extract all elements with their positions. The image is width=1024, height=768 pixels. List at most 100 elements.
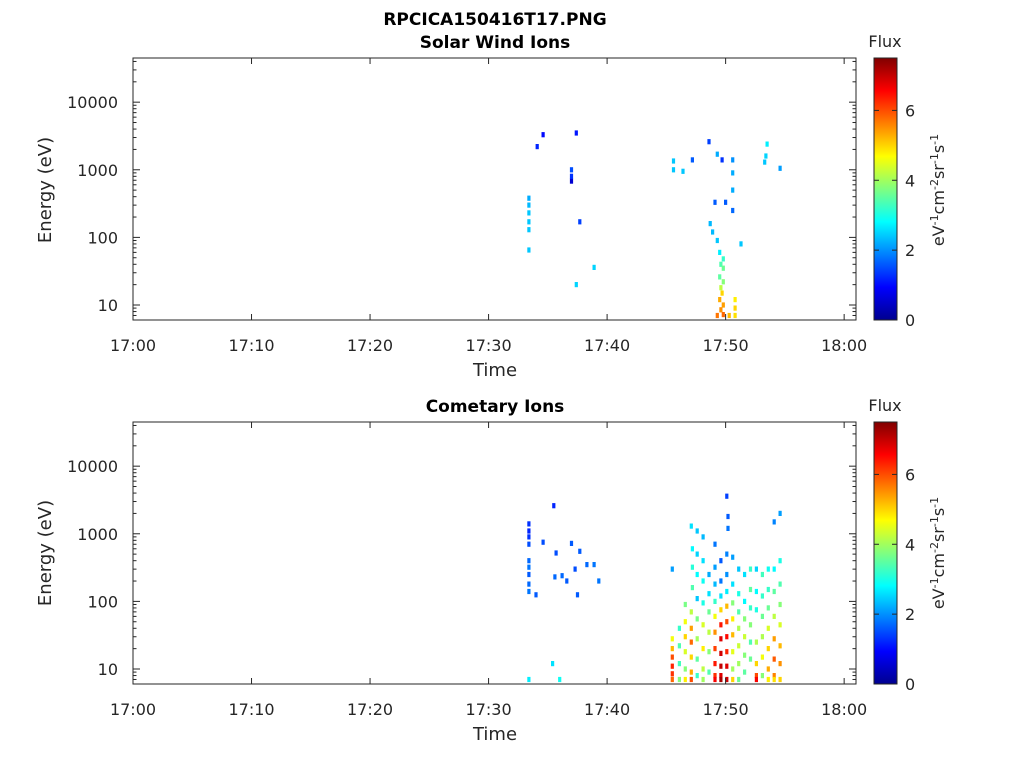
heatmap-cell — [565, 578, 569, 584]
heatmap-cell — [754, 676, 758, 683]
heatmap-cell — [683, 619, 687, 625]
heatmap-cell — [731, 666, 735, 672]
heatmap-cell — [760, 634, 764, 640]
heatmap-cell — [553, 574, 557, 580]
x-axis: 17:00 17:10 17:20 17:30 17:40 17:50 18:00 — [110, 422, 867, 719]
heatmap-cell — [760, 654, 764, 660]
heatmap-cell — [713, 661, 717, 667]
heatmap-cell — [541, 539, 545, 545]
heatmap-cell — [707, 669, 711, 675]
heatmap-cell — [748, 605, 753, 611]
x-tick-label: 17:40 — [584, 336, 630, 355]
heatmap-cell — [670, 671, 674, 677]
heatmap-cell — [597, 578, 601, 584]
heatmap-cell — [670, 654, 674, 660]
heatmap-cell — [731, 581, 735, 587]
colorbar-axis: 0 2 4 6 — [874, 465, 915, 694]
heatmap-cell — [683, 666, 687, 672]
heatmap-cell — [719, 673, 723, 679]
x-axis-label: Time — [472, 360, 517, 381]
heatmap-cell — [670, 636, 674, 642]
heatmap-cell — [719, 607, 723, 613]
heatmap-cell — [671, 158, 676, 164]
heatmap-cell — [719, 307, 723, 313]
x-axis: 17:00 17:10 17:20 17:30 17:40 17:50 18:00 — [110, 58, 867, 355]
colorbar-tick-label: 6 — [905, 101, 915, 120]
colorbar — [873, 57, 898, 321]
heatmap-cell — [778, 676, 782, 683]
heatmap-cell — [569, 173, 574, 179]
heatmap-cell — [731, 632, 735, 638]
heatmap-cell — [713, 629, 717, 635]
plot-frame — [132, 421, 857, 685]
heatmap-cell — [725, 551, 729, 557]
heatmap-cell — [569, 167, 574, 173]
heatmap-cell — [527, 534, 531, 540]
heatmap-cell — [713, 581, 717, 587]
colorbar-title: Flux — [868, 32, 901, 51]
y-tick-label: 10000 — [67, 457, 118, 476]
colorbar-tick-label: 6 — [905, 465, 915, 484]
heatmap-cell — [527, 202, 531, 208]
heatmap-cell — [772, 519, 776, 525]
heatmap-cell — [713, 613, 717, 619]
heatmap-cell — [715, 312, 719, 319]
heatmap-cell — [701, 600, 705, 606]
heatmap-cell — [701, 676, 705, 683]
heatmap-cell — [701, 646, 705, 652]
heatmap-cell — [737, 661, 741, 667]
y-tick-label: 1000 — [77, 161, 118, 180]
heatmap-cell — [733, 305, 737, 311]
heatmap-cell — [527, 227, 531, 233]
heatmap-cell — [670, 663, 674, 669]
heatmap-cell — [778, 643, 782, 649]
heatmap-cell — [725, 663, 729, 669]
heatmap-cell — [578, 548, 582, 554]
panel-title: Solar Wind Ions — [420, 33, 571, 53]
heatmap-cell — [754, 639, 758, 645]
heatmap-cell — [683, 634, 687, 640]
heatmap-cell — [683, 676, 687, 683]
heatmap-cell — [766, 666, 770, 672]
heatmap-cell — [778, 661, 782, 667]
heatmap-cell — [677, 676, 681, 683]
heatmap-cell — [695, 551, 699, 557]
heatmap-cell — [721, 312, 725, 318]
heatmap-cell — [689, 676, 693, 683]
heatmap-cell — [737, 609, 741, 615]
heatmap-cell — [725, 571, 729, 578]
heatmap-cell — [720, 290, 724, 296]
heatmap-cell — [695, 616, 699, 622]
heatmap-cell — [573, 566, 577, 572]
heatmap-cell — [534, 592, 538, 598]
heatmap-cell — [772, 656, 776, 662]
colorbar-tick-label: 4 — [905, 535, 915, 554]
heatmap-cell — [760, 571, 764, 578]
y-tick-label: 10000 — [67, 93, 118, 112]
x-tick-label: 17:30 — [466, 700, 512, 719]
heatmap-cell — [724, 199, 728, 205]
heatmap-cell — [748, 566, 753, 572]
heatmap-cell — [707, 609, 711, 615]
heatmap-cell — [695, 528, 699, 534]
heatmap-cell — [763, 159, 767, 165]
heatmap-cell — [766, 646, 770, 652]
heatmap-cell — [748, 656, 753, 662]
y-axis-label: Energy (eV) — [35, 137, 56, 243]
heatmap-cell — [670, 646, 674, 652]
heatmap-cell — [737, 643, 741, 649]
heatmap-cell — [766, 625, 770, 631]
heatmap-cell — [737, 566, 741, 572]
heatmap-cell — [778, 558, 782, 564]
heatmap-cell — [527, 564, 531, 570]
heatmap-cell — [731, 170, 735, 176]
y-axis: 10 100 1000 10000 — [67, 60, 856, 321]
heatmap-cell — [551, 661, 555, 667]
heatmap-cell — [554, 550, 558, 556]
heatmap-cell — [754, 588, 758, 595]
heatmap-cell — [701, 534, 705, 540]
x-tick-label: 17:00 — [110, 700, 156, 719]
heatmap-cell — [701, 578, 705, 584]
heatmap-cell — [766, 676, 770, 683]
